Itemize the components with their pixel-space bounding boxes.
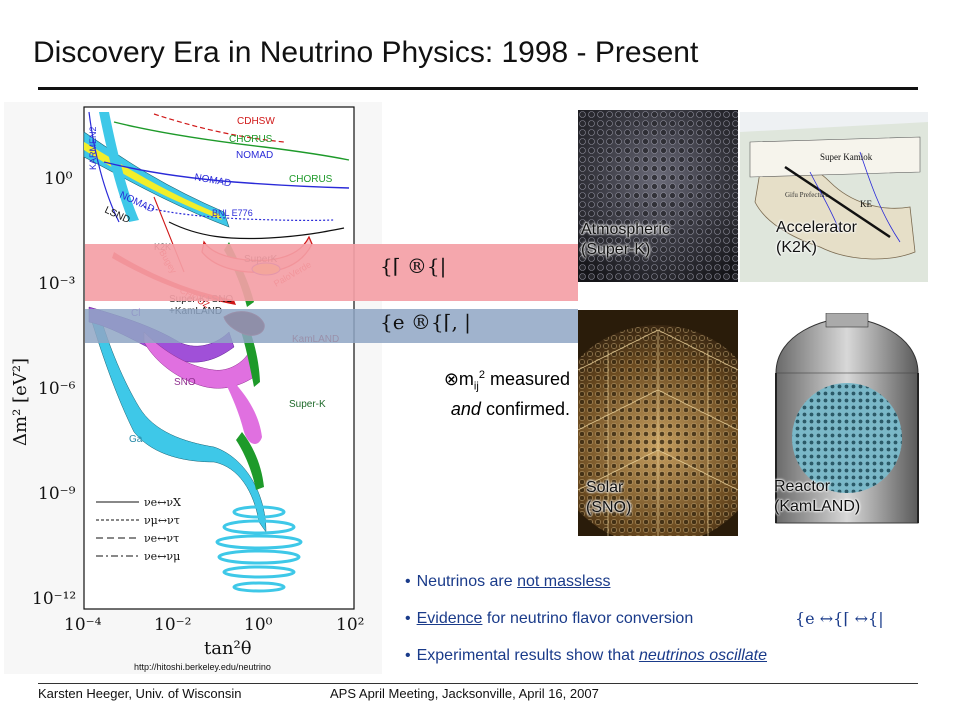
x-tick-labels: 10⁻⁴ 10⁻² 10⁰ 10²	[64, 615, 364, 635]
label-chorus-top: CHORUS	[229, 134, 273, 145]
legend-entry-2: νμ↔ντ	[144, 514, 180, 527]
plot-source-url: http://hitoshi.berkeley.edu/neutrino	[134, 662, 271, 672]
evidence-link[interactable]: Evidence	[416, 610, 483, 627]
legend-entry-3: νe↔ντ	[144, 532, 179, 545]
y-tick-0: 10⁰	[44, 169, 73, 189]
y-tick-1: 10⁻³	[38, 274, 75, 294]
cyan-upper-arc	[99, 112, 139, 222]
footer-author: Karsten Heeger, Univ. of Wisconsin	[38, 686, 242, 701]
x-tick-0: 10⁻⁴	[64, 615, 102, 635]
conclusion-bullets: • Neutrinos are not massless • Evidence fo…	[405, 572, 945, 683]
kamland-label: (KamLAND)	[774, 498, 861, 515]
measured-confirmed: confirmed.	[480, 398, 570, 419]
solar-oscillation-symbols: {e ®{⌈, |	[380, 310, 471, 334]
reactor-label: Reactor	[774, 478, 831, 495]
x-tick-3: 10²	[336, 615, 364, 635]
neutrino-exclusion-plot: CDHSW CHORUS NOMAD NOMAD NOMAD CHORUS KA…	[4, 102, 382, 674]
bullet-2-text: for neutrino flavor conversion	[482, 610, 694, 627]
kamland-photo: Reactor (KamLAND)	[766, 313, 928, 539]
measured-and: and	[450, 398, 481, 419]
measured-confirmed-note: ⊗mij2 measured and confirmed.	[443, 369, 570, 419]
bnl-curve	[143, 206, 335, 222]
legend-entry-4: νe↔νμ	[144, 550, 180, 563]
label-sno: SNO	[174, 377, 196, 388]
atmospheric-label: Atmospheric	[581, 221, 670, 238]
sno-lower-lobe	[226, 377, 262, 444]
x-tick-1: 10⁻²	[154, 615, 191, 635]
slide-title: Discovery Era in Neutrino Physics: 1998 …	[33, 36, 699, 69]
atmospheric-oscillation-symbols: {⌈ ®{|	[380, 254, 447, 278]
bullet-not-massless: • Neutrinos are not massless	[405, 573, 611, 590]
k2k-curve	[168, 221, 345, 240]
karmen-curve	[88, 111, 120, 223]
label-ga: Ga	[129, 434, 143, 445]
y-tick-4: 10⁻¹²	[32, 589, 76, 609]
sno-label: (SNO)	[586, 499, 632, 516]
superk-green-lower	[236, 432, 264, 490]
bullet-oscillate: • Experimental results show that neutrino…	[405, 647, 768, 664]
legend-entry-1: νe↔νX	[144, 496, 181, 509]
label-superk-sol: Super-K	[289, 399, 326, 410]
plot-frame	[83, 106, 355, 610]
x-axis-label: tan²θ	[204, 638, 252, 659]
solar-label: Solar	[586, 479, 624, 496]
x-tick-2: 10⁰	[244, 615, 273, 635]
map-label-ke: KE	[860, 199, 872, 209]
neutrinos-oscillate-link[interactable]: neutrinos oscillate	[638, 647, 768, 664]
y-tick-2: 10⁻⁶	[38, 379, 76, 399]
label-chorus-right: CHORUS	[289, 174, 333, 185]
label-bnl: BNL E776	[212, 208, 253, 218]
label-cdhsw: CDHSW	[237, 116, 275, 127]
not-massless-link[interactable]: not massless	[517, 573, 611, 590]
solar-band	[85, 309, 578, 343]
map-label-gifu: Gifu Prefecture	[785, 191, 828, 199]
y-tick-labels: 10⁰ 10⁻³ 10⁻⁶ 10⁻⁹ 10⁻¹²	[32, 169, 76, 609]
measured-prefix: ⊗m	[443, 369, 474, 389]
bullet-1-text: Neutrinos are	[416, 573, 518, 590]
footer-meeting: APS April Meeting, Jacksonville, April 1…	[330, 686, 599, 701]
bullet-flavor-conversion: • Evidence for neutrino flavor conversion…	[405, 609, 884, 628]
y-axis-label: Δm² [eV²]	[10, 358, 31, 446]
map-label-superk: Super Kamiok	[820, 152, 873, 162]
chorus-curve	[113, 121, 350, 161]
y-tick-3: 10⁻⁹	[38, 484, 76, 504]
plot-legend: νe↔νX νμ↔ντ νe↔ντ νe↔νμ	[96, 496, 181, 563]
k2k-label: (K2K)	[776, 239, 817, 256]
atmospheric-band	[85, 244, 578, 301]
cdhsw-curve	[153, 113, 285, 143]
flavor-conversion-symbols: {e ↔{⌈ ↔{|	[795, 609, 884, 628]
ga-oscillation-wiggles	[215, 505, 303, 593]
footer-divider	[38, 683, 918, 684]
measured-word: measured	[489, 369, 570, 389]
nomad-curve	[103, 161, 350, 189]
title-divider	[38, 87, 918, 90]
sno-photo: Solar (SNO)	[578, 310, 738, 536]
superk-photo: Atmospheric (Super-K)	[578, 110, 738, 282]
label-nomad-top: NOMAD	[236, 150, 273, 161]
bullet-3-text: Experimental results show that	[416, 647, 639, 664]
k2k-map: Super Kamiok Gifu Prefecture KE Accelera…	[740, 112, 928, 282]
accelerator-label: Accelerator	[776, 219, 857, 236]
superk-label: (Super-K)	[581, 241, 651, 258]
measured-subscript: ij	[473, 380, 479, 393]
label-karmen2: KARMEN2	[88, 126, 98, 170]
lsnd-region-yellow	[84, 142, 222, 220]
